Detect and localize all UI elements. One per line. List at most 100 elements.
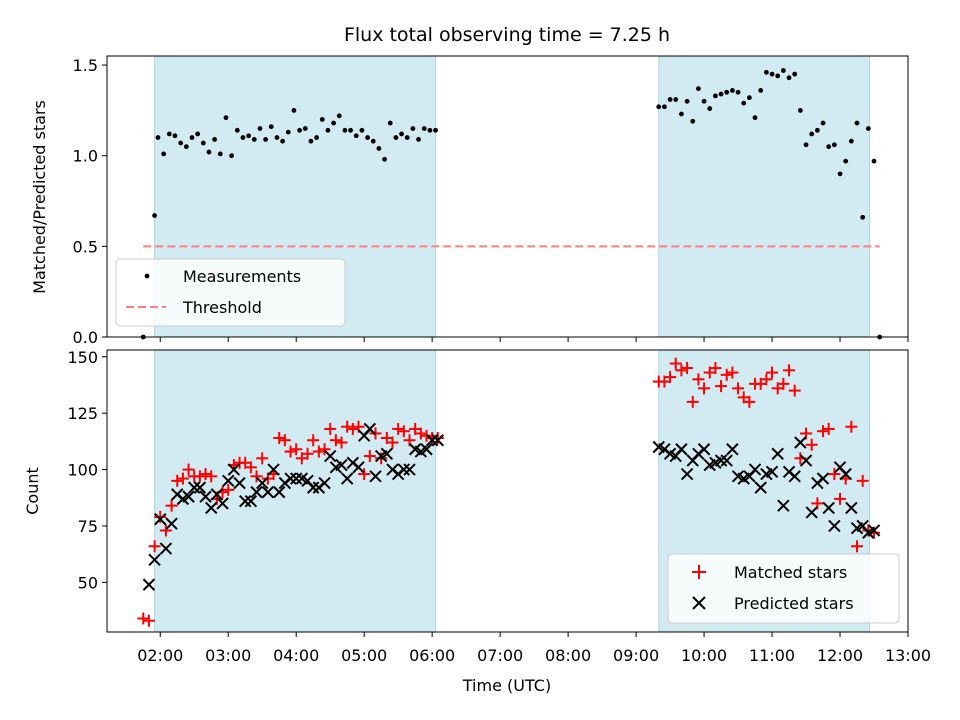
- predicted-star-point: [828, 519, 841, 533]
- time-x-tick-label: 13:00: [885, 646, 931, 665]
- measurement-point: [410, 126, 416, 131]
- predicted-star-point: [380, 447, 394, 460]
- matched-star-point: [199, 468, 212, 481]
- matched-star-point: [777, 377, 790, 390]
- matched-star-point: [142, 614, 155, 627]
- measurement-point: [735, 89, 741, 95]
- time-x-tick-label: 04:00: [273, 646, 319, 665]
- predicted-star-point: [805, 506, 818, 519]
- measurement-point: [319, 117, 325, 122]
- measurement-point: [724, 89, 730, 95]
- ratio-series: [140, 68, 883, 340]
- measurements-legend-label: Measurements: [183, 267, 301, 286]
- predicted-star-point: [267, 463, 280, 476]
- time-x-tick-label: 09:00: [613, 646, 659, 665]
- measurement-point: [803, 142, 809, 148]
- measurement-point: [314, 135, 319, 140]
- matched-star-point: [335, 436, 348, 449]
- measurement-point: [336, 113, 342, 119]
- count-series: [137, 357, 881, 627]
- measurement-point: [712, 93, 718, 99]
- matched-star-point: [822, 422, 835, 435]
- matched-legend-marker: [692, 565, 706, 579]
- predicted-star-point: [273, 485, 286, 499]
- matched-legend-label: Matched stars: [734, 563, 847, 582]
- ratio-y-axis: 0.0 0.5 1.0 1.5: [73, 56, 107, 347]
- measurement-point: [707, 106, 713, 111]
- predicted-star-point: [256, 476, 269, 490]
- matched-star-point: [698, 382, 711, 395]
- matched-star-point: [805, 438, 818, 451]
- ratio-y-tick-label: 1.0: [73, 147, 98, 166]
- predicted-star-point: [675, 443, 688, 456]
- measurement-point: [359, 127, 365, 133]
- measurement-point: [217, 151, 223, 157]
- matched-star-point: [148, 540, 161, 553]
- measurement-point: [212, 136, 218, 142]
- matched-star-point: [318, 443, 331, 456]
- predicted-star-point: [188, 481, 201, 494]
- matched-star-point: [669, 357, 682, 370]
- matched-star-point: [828, 468, 841, 481]
- matched-star-point: [341, 420, 354, 433]
- measurement-point: [240, 135, 246, 140]
- measurement-point: [376, 146, 382, 151]
- matched-star-point: [256, 452, 269, 465]
- measurement-point: [421, 126, 427, 131]
- predicted-star-point: [845, 501, 858, 515]
- measurement-point: [854, 120, 860, 126]
- predicted-legend-marker: [692, 596, 706, 610]
- measurement-point: [837, 171, 843, 177]
- measurement-point: [780, 68, 786, 73]
- matched-star-point: [856, 474, 869, 487]
- measurement-point: [268, 124, 274, 130]
- count-legend-box: [667, 553, 900, 624]
- predicted-star-point: [363, 422, 377, 436]
- predicted-star-point: [420, 443, 433, 456]
- matched-star-point: [154, 510, 167, 523]
- matched-star-point: [363, 450, 376, 463]
- measurement-point: [223, 115, 229, 121]
- matched-star-point: [675, 364, 688, 377]
- predicted-star-point: [352, 461, 365, 474]
- count-y-tick-label: 125: [67, 404, 98, 423]
- predicted-star-point: [794, 436, 807, 449]
- measurement-point: [246, 133, 252, 139]
- time-x-tick-label: 07:00: [477, 646, 523, 665]
- predicted-star-point: [193, 481, 207, 494]
- measurement-point: [183, 144, 189, 150]
- measurement-point: [667, 97, 673, 102]
- measurement-point: [809, 131, 815, 137]
- time-x-tick-label: 08:00: [545, 646, 591, 665]
- matched-star-point: [720, 368, 733, 381]
- predicted-star-point: [680, 467, 694, 481]
- measurement-point: [291, 107, 297, 113]
- matched-star-point: [358, 468, 371, 481]
- predicted-star-point: [369, 470, 382, 483]
- matched-star-point: [766, 366, 779, 379]
- matched-star-point: [273, 431, 286, 444]
- predicted-legend-label: Predicted stars: [734, 594, 854, 613]
- predicted-star-point: [799, 454, 813, 467]
- matched-star-point: [851, 540, 864, 553]
- measurement-point: [274, 135, 280, 140]
- predicted-star-point: [726, 443, 739, 456]
- predicted-star-point: [142, 578, 156, 591]
- matched-star-point: [783, 364, 796, 377]
- measurement-point: [206, 149, 212, 155]
- ratio-y-tick-label: 0.5: [73, 237, 98, 256]
- matched-star-point: [324, 422, 337, 435]
- matched-star-point: [165, 499, 178, 512]
- matched-star-point: [397, 425, 410, 438]
- measurement-point: [427, 127, 433, 133]
- measurement-point: [365, 135, 370, 140]
- predicted-star-point: [714, 454, 728, 467]
- predicted-star-point: [250, 485, 263, 499]
- count-y-tick-label: 100: [67, 461, 98, 480]
- ratio-y-tick-label: 0.0: [73, 328, 98, 347]
- matched-star-point: [709, 362, 722, 375]
- measurement-point: [416, 136, 421, 142]
- matched-star-point: [278, 434, 291, 447]
- predicted-star-point: [165, 517, 178, 530]
